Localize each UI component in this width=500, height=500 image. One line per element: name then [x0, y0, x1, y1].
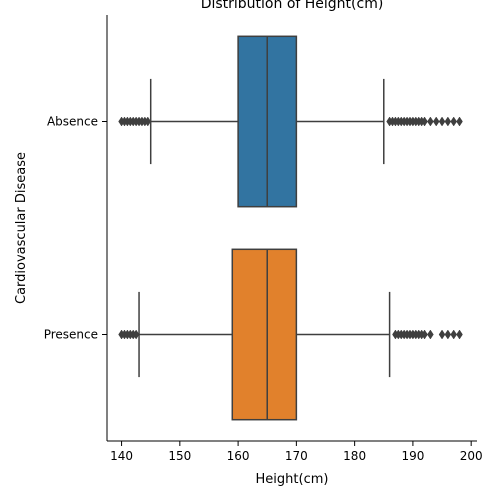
y-tick-label: Presence: [44, 328, 98, 342]
outlier-point: [432, 116, 440, 127]
y-tick-label: Absence: [47, 115, 98, 129]
outlier-point: [438, 329, 446, 340]
chart-title: Distribution of Height(cm): [201, 0, 384, 12]
x-ticks: 140 150 160 170 180 190 200: [110, 441, 483, 463]
outlier-point: [421, 329, 428, 340]
box-presence: [118, 248, 463, 421]
outlier-point: [427, 329, 434, 340]
x-tick-label: 190: [401, 449, 424, 463]
outliers: [118, 329, 463, 340]
outlier-point: [450, 329, 457, 340]
outlier-point: [456, 116, 463, 127]
plot-area: [118, 35, 463, 421]
x-axis-label: Height(cm): [256, 472, 329, 487]
outlier-point: [427, 116, 434, 127]
outlier-point: [444, 116, 452, 127]
outlier-point: [450, 116, 457, 127]
outlier-point: [438, 116, 446, 127]
iqr-box: [231, 248, 298, 421]
x-tick-label: 200: [460, 449, 483, 463]
outlier-point: [132, 329, 140, 340]
y-ticks: Absence Presence: [44, 115, 107, 342]
x-tick-label: 180: [343, 449, 366, 463]
outlier-point: [421, 116, 428, 127]
x-tick-label: 170: [285, 449, 308, 463]
y-axis-label: Cardiovascular Disease: [14, 152, 29, 304]
x-tick-label: 150: [168, 449, 191, 463]
box-absence: [118, 35, 463, 208]
outlier-point: [456, 329, 463, 340]
outlier-point: [444, 329, 452, 340]
outlier-point: [144, 116, 152, 127]
x-tick-label: 140: [110, 449, 133, 463]
outliers: [118, 116, 463, 127]
x-tick-label: 160: [227, 449, 250, 463]
